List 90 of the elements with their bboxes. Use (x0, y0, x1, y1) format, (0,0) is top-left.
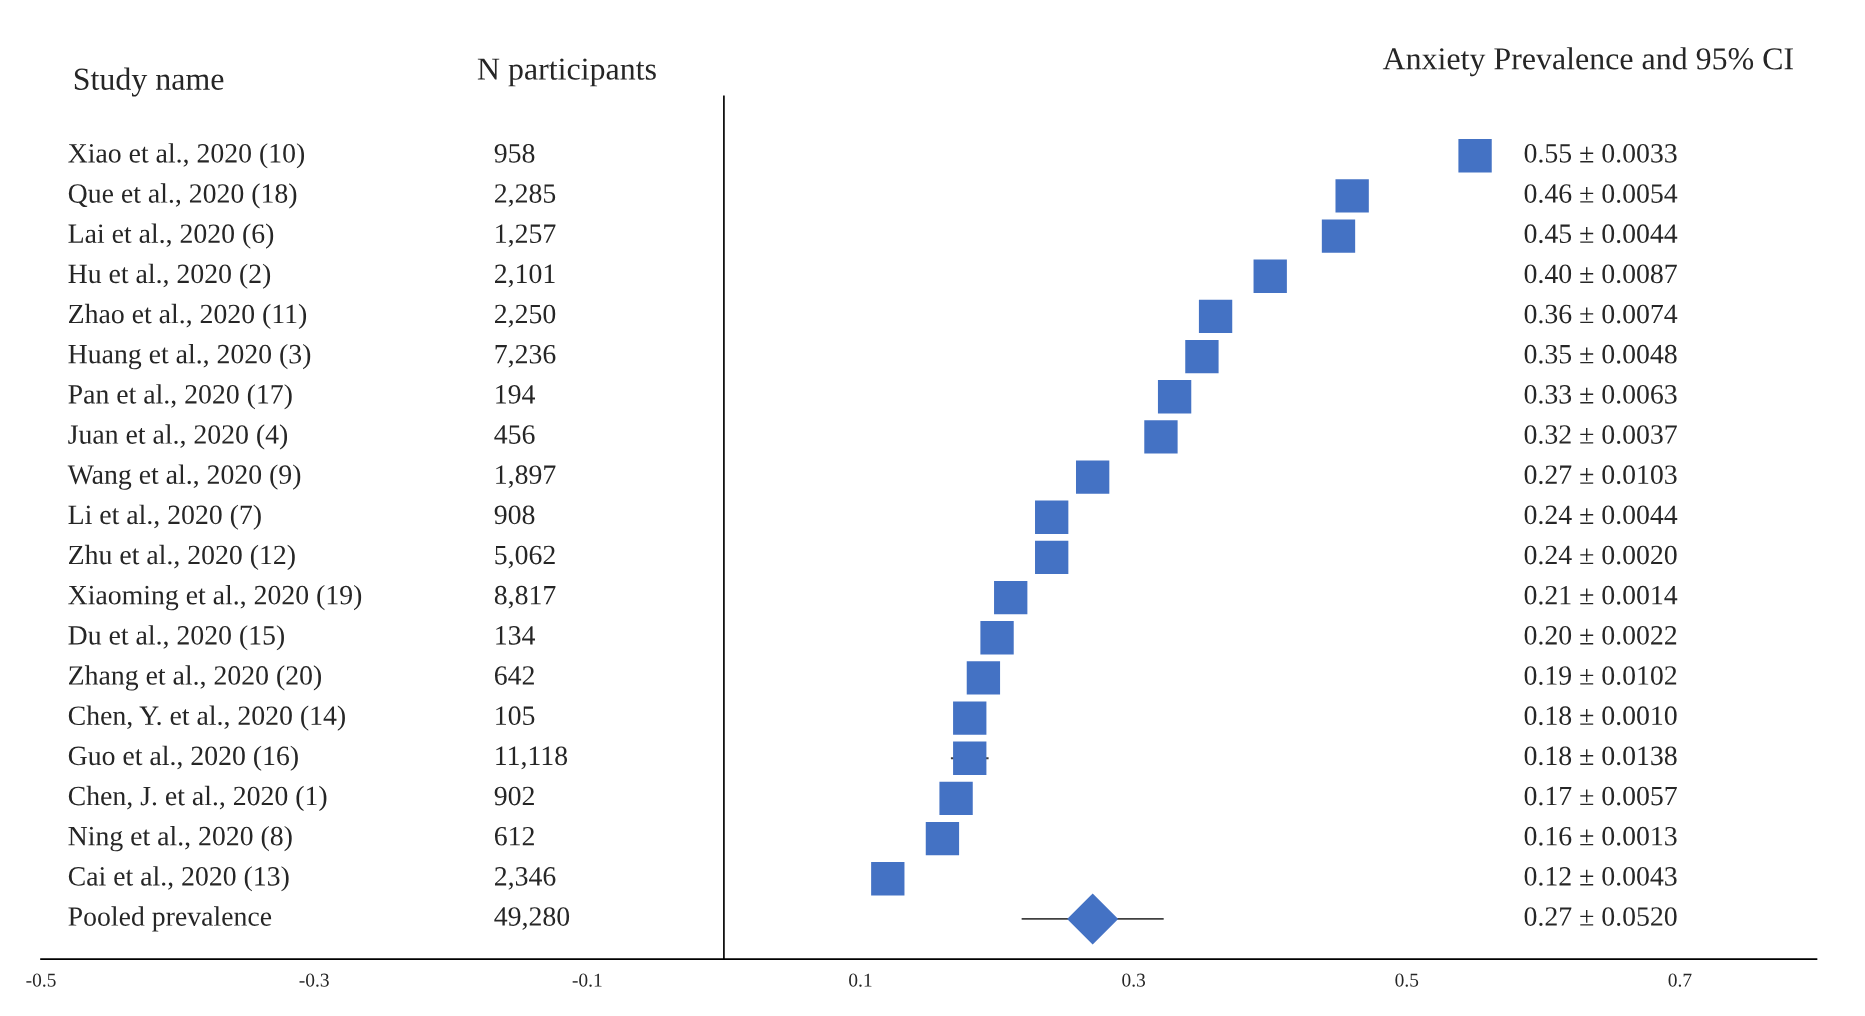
annotation: 8,817 (494, 585, 556, 609)
point (1075, 460, 1110, 494)
annotation: 2,101 (495, 264, 555, 288)
annotation: 1,257 (496, 224, 556, 248)
y-tick-label: Li et al., 2020 (7) (68, 504, 261, 530)
y-tick-label: Que et al., 2020 (18) (68, 183, 297, 209)
annotation: 0.40 ± 0.0087 (1524, 264, 1677, 284)
annotation: 612 (494, 826, 534, 846)
annotation: 0.32 ± 0.0037 (1524, 425, 1677, 444)
chart-title: Anxiety Prevalence and 95% CI (1382, 47, 1793, 77)
y-tick-label: Lai et al., 2020 (6) (68, 223, 274, 249)
annotation: 0.46 ± 0.0054 (1524, 184, 1678, 203)
text: N participants (477, 58, 656, 87)
y-tick-label: Zhao et al., 2020 (11) (68, 303, 307, 330)
annotation: 194 (496, 385, 536, 404)
y-tick-label: Wang et al., 2020 (9) (67, 464, 301, 490)
y-tick-label: Huang et al., 2020 (3) (68, 343, 311, 370)
annotation: 0.35 ± 0.0048 (1524, 344, 1677, 364)
annotation: 5,062 (495, 545, 555, 569)
x-tick-label: -0.5 (26, 973, 56, 987)
annotation: 0.36 ± 0.0074 (1524, 304, 1678, 324)
y-tick-label: Hu et al., 2020 (2) (68, 263, 271, 289)
y-tick-label: Pan et al., 2020 (17) (68, 384, 292, 410)
annotation: 0.24 ± 0.0044 (1524, 505, 1678, 525)
x-tick-label: 0.1 (849, 973, 872, 987)
annotation: 2,250 (495, 304, 556, 328)
annotation: 456 (494, 425, 535, 444)
annotation: 908 (494, 505, 535, 525)
point (1035, 540, 1069, 575)
annotation: 0.45 ± 0.0044 (1524, 224, 1678, 244)
x-tick-label: -0.3 (299, 973, 329, 987)
y-axis-title: Study name (74, 67, 224, 97)
annotation: 11,118 (496, 746, 568, 770)
annotation: 1,897 (496, 465, 556, 489)
point (871, 862, 905, 896)
y-tick-label: Chen, J. et al., 2020 (1) (68, 785, 327, 812)
annotation: 134 (496, 626, 536, 645)
y-tick-label: Cai et al., 2020 (13) (68, 866, 289, 892)
x-tick-label: 0.7 (1668, 973, 1692, 987)
point (925, 821, 960, 856)
annotation: 2,346 (495, 867, 556, 890)
point (953, 701, 987, 735)
point (939, 781, 973, 816)
y-tick-label: Pooled prevalence (68, 906, 272, 932)
y-tick-label: Zhang et al., 2020 (20) (68, 665, 321, 691)
annotation: 0.27 ± 0.0103 (1524, 465, 1677, 485)
annotation: 0.55 ± 0.0033 (1524, 143, 1677, 163)
annotation: 2,285 (495, 184, 556, 207)
annotation: 0.16 ± 0.0013 (1524, 826, 1677, 846)
annotation: 49,280 (494, 907, 570, 930)
annotation: 0.19 ± 0.0102 (1524, 666, 1677, 686)
point (953, 741, 987, 775)
annotation: 0.17 ± 0.0057 (1524, 786, 1677, 806)
point (1035, 500, 1069, 534)
point (1335, 179, 1369, 213)
point (980, 621, 1014, 655)
y-tick-label: Zhu et al., 2020 (12) (68, 544, 295, 571)
annotation: 0.21 ± 0.0014 (1524, 585, 1678, 605)
annotation: 0.12 ± 0.0043 (1524, 866, 1677, 886)
annotation: 0.18 ± 0.0010 (1524, 706, 1677, 726)
point (1321, 219, 1356, 253)
y-tick-label: Guo et al., 2020 (16) (68, 745, 298, 771)
point (1253, 259, 1287, 293)
annotation: 0.20 ± 0.0022 (1524, 625, 1677, 645)
annotation: 0.24 ± 0.0020 (1524, 545, 1677, 565)
point (1144, 420, 1178, 454)
point (1458, 139, 1492, 173)
annotation: 642 (494, 666, 534, 685)
annotation: 0.27 ± 0.0520 (1524, 907, 1677, 927)
annotation: 0.33 ± 0.0063 (1524, 384, 1677, 404)
y-tick-label: Xiaoming et al., 2020 (19) (68, 584, 362, 611)
annotation: 105 (496, 706, 535, 726)
point (1198, 299, 1233, 334)
y-tick-label: Chen, Y. et al., 2020 (14) (68, 705, 345, 731)
annotation: 902 (494, 786, 534, 806)
annotation: 7,236 (495, 344, 556, 368)
x-tick-label: -0.1 (572, 973, 602, 987)
y-tick-label: Ning et al., 2020 (8) (68, 825, 292, 852)
point (1067, 893, 1119, 945)
y-tick-label: Du et al., 2020 (15) (68, 625, 284, 651)
point (994, 580, 1028, 615)
y-tick-label: Juan et al., 2020 (4) (68, 424, 288, 450)
annotation: 0.18 ± 0.0138 (1524, 746, 1677, 766)
point (966, 661, 1001, 695)
point (1185, 339, 1219, 374)
x-tick-label: 0.5 (1395, 973, 1419, 987)
point (1157, 380, 1192, 414)
x-tick-label: 0.3 (1122, 973, 1146, 987)
annotation: 958 (494, 143, 535, 163)
y-tick-label: Xiao et al., 2020 (10) (68, 143, 305, 169)
